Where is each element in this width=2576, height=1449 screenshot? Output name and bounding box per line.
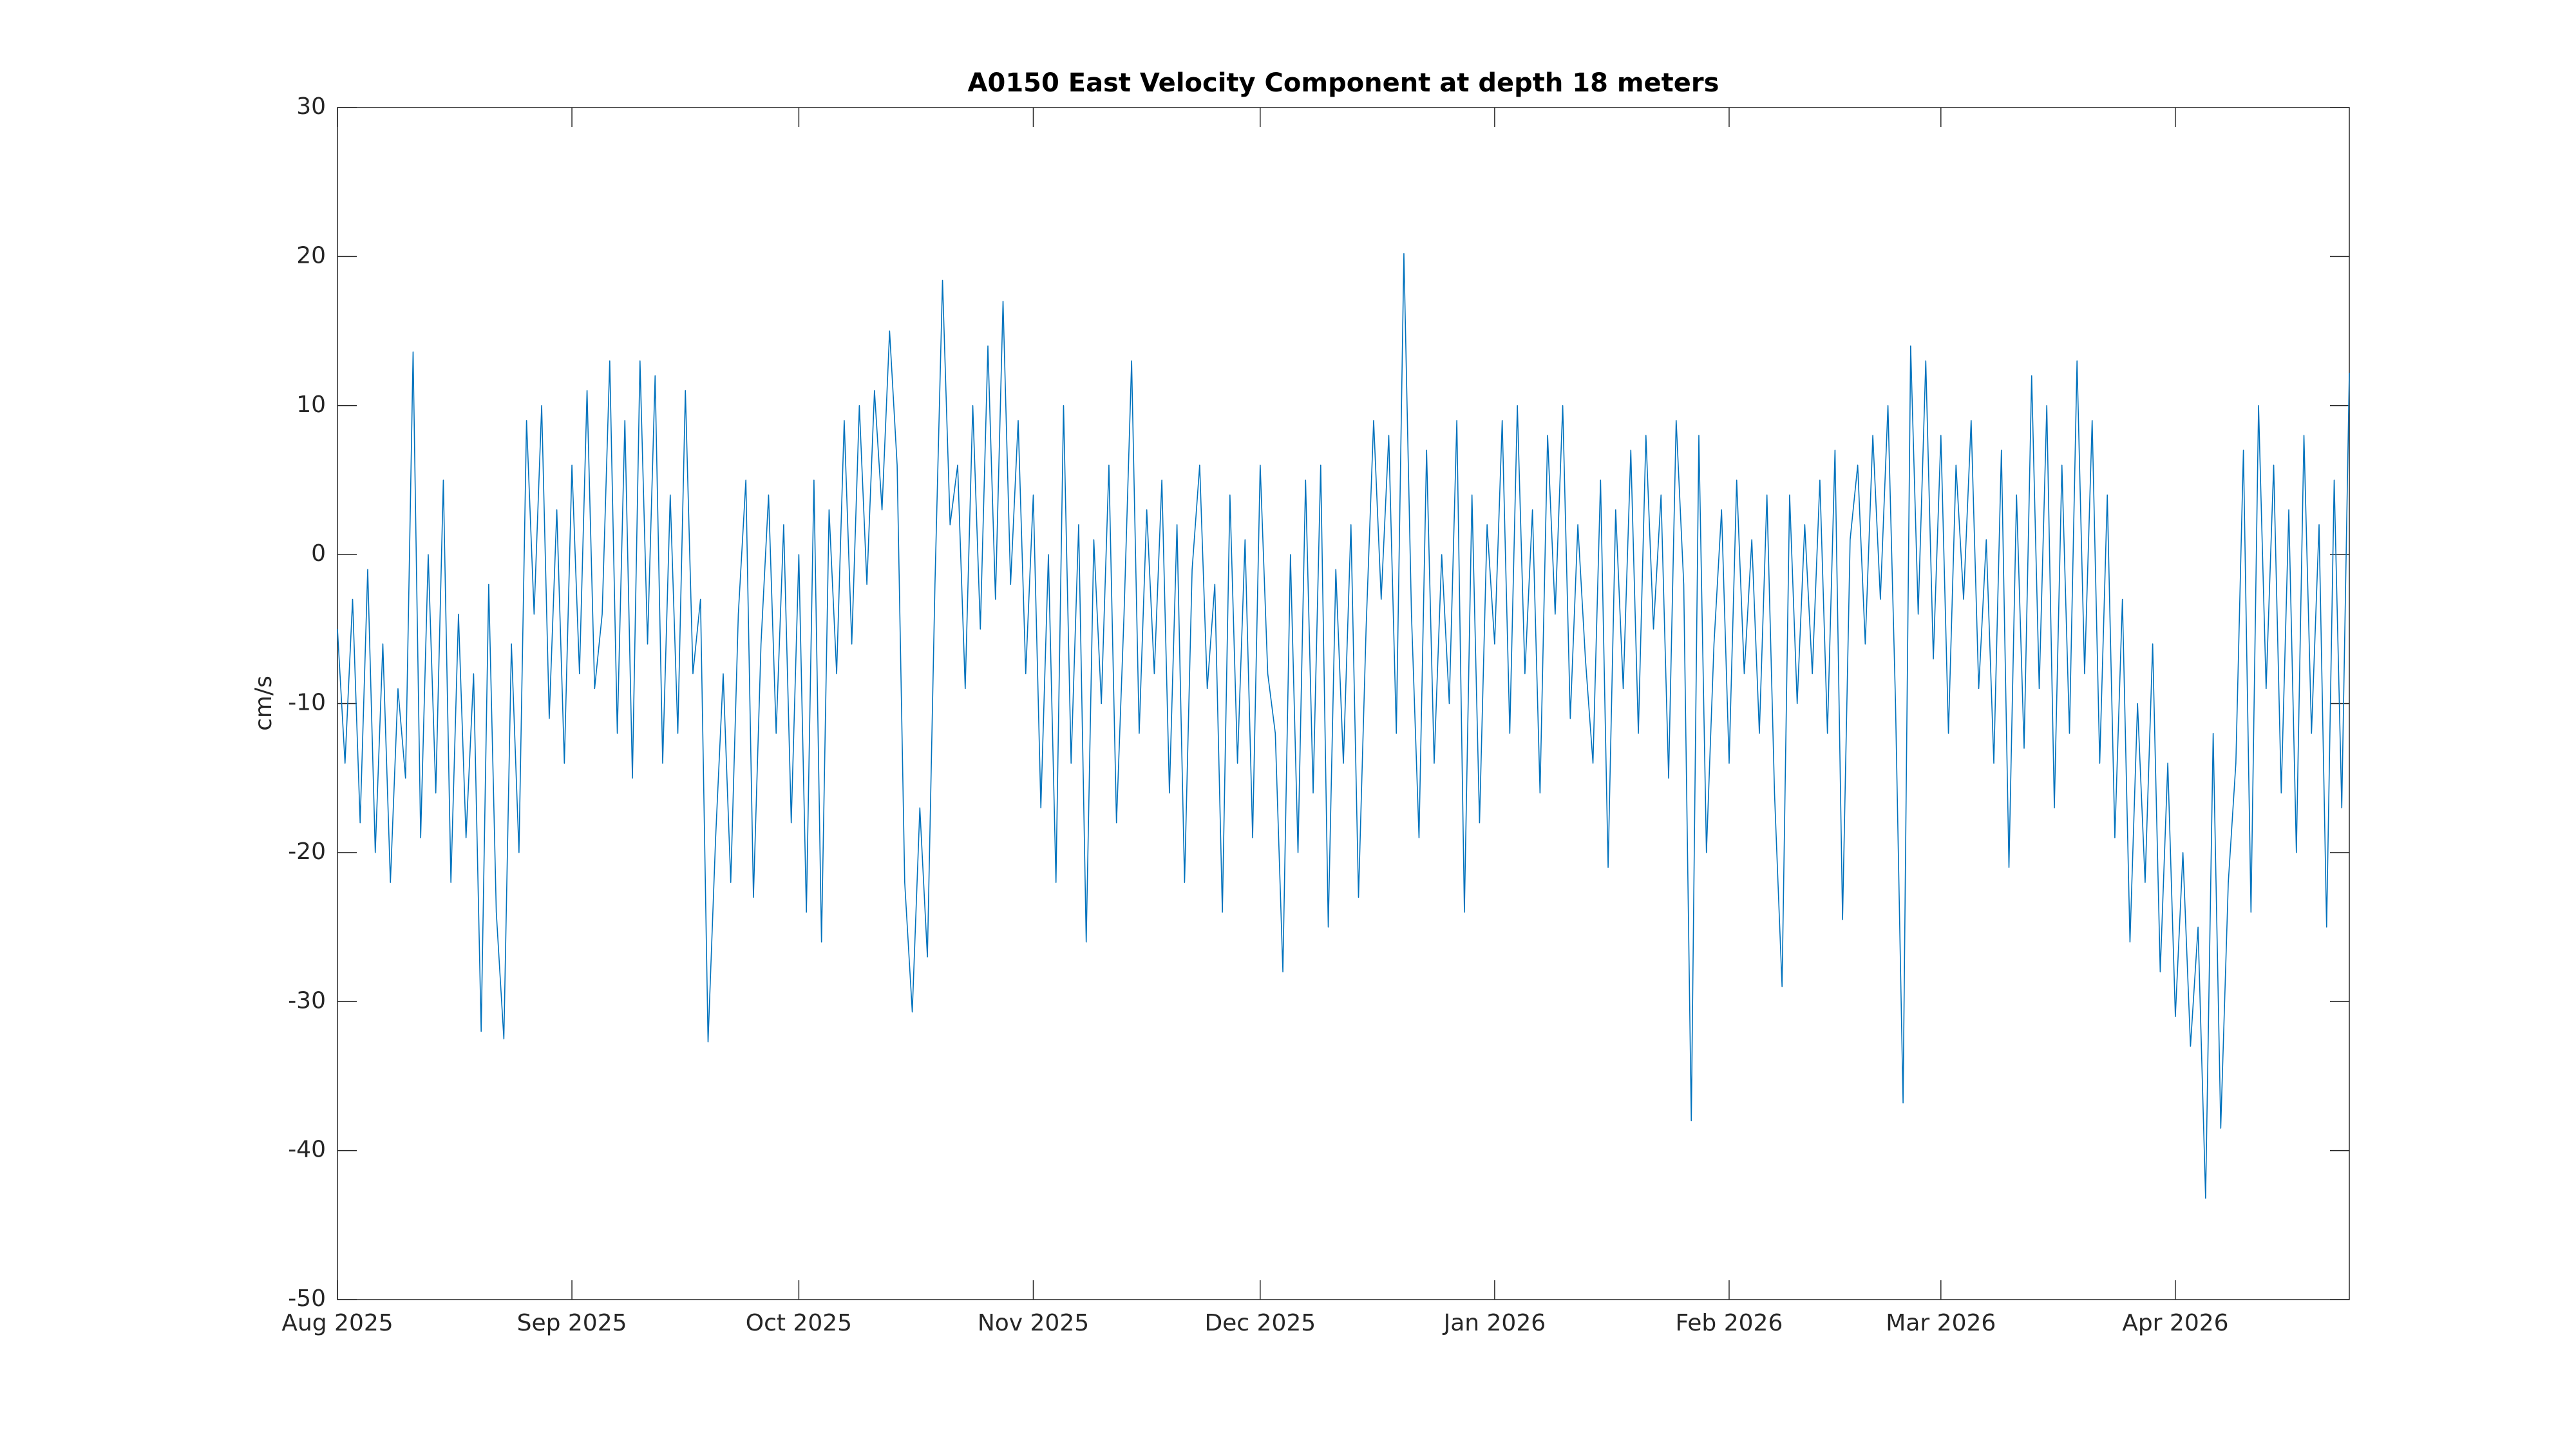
x-tick-label: Aug 2025: [281, 1310, 393, 1336]
x-tick-label: Feb 2026: [1676, 1310, 1783, 1336]
y-tick-label: -30: [288, 987, 326, 1014]
x-tick-label: Jan 2026: [1443, 1310, 1546, 1336]
y-tick-label: -10: [288, 690, 326, 716]
x-tick-label: Apr 2026: [2122, 1310, 2228, 1336]
chart-title: A0150 East Velocity Component at depth 1…: [968, 68, 1719, 98]
x-tick-label: Dec 2025: [1204, 1310, 1316, 1336]
y-tick-label: -20: [288, 838, 326, 865]
y-tick-label: -40: [288, 1137, 326, 1163]
y-tick-label: 30: [296, 93, 326, 120]
plot-area: [337, 107, 2350, 1300]
x-tick-label: Oct 2025: [746, 1310, 852, 1336]
line-series: [337, 252, 2350, 1199]
y-tick-label: 0: [311, 540, 326, 567]
y-tick-label: 20: [296, 242, 326, 269]
x-tick-label: Nov 2025: [978, 1310, 1089, 1336]
y-tick-label: -50: [288, 1285, 326, 1312]
y-axis-label: cm/s: [251, 676, 277, 731]
x-tick-label: Mar 2026: [1886, 1310, 1996, 1336]
x-tick-label: Sep 2025: [517, 1310, 627, 1336]
y-tick-label: 10: [296, 392, 326, 418]
